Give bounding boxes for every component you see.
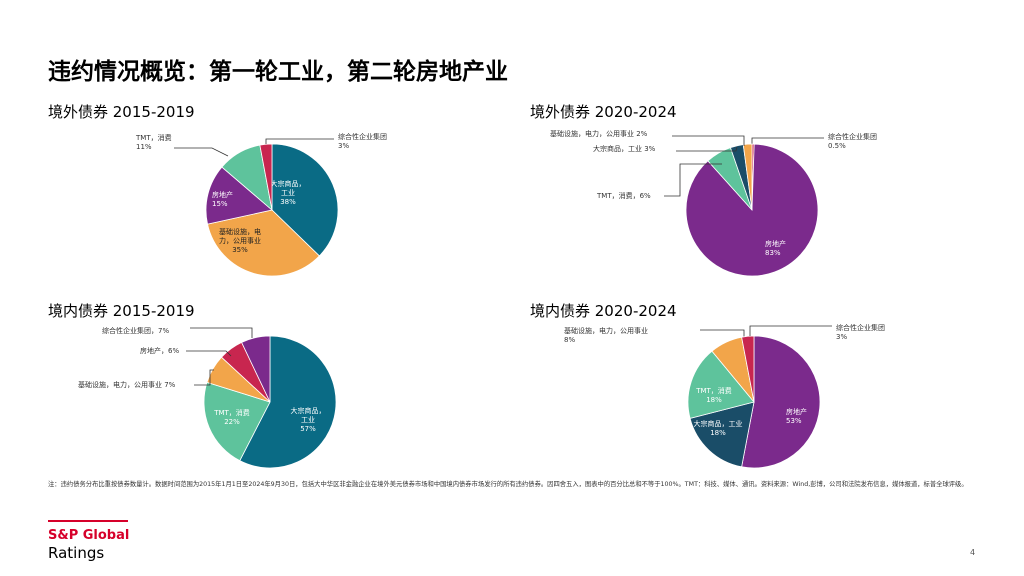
slice-label: 大宗商品，工业 38% (271, 179, 306, 206)
pie-slice (741, 335, 755, 403)
footnote: 注：违约债务分布比重按债券数量计。数据时间范围为2015年1月1日至2024年9… (48, 481, 968, 488)
slice-label: 综合性企业集团 3% (836, 323, 885, 341)
pie-onshore-2015-2019: 大宗商品，工业 57% TMT，消费 22% 基础设施，电力，公用事业 7% 房地产，6%… (78, 326, 337, 469)
slice-label: 综合性企业集团，7% (102, 326, 169, 335)
pie-slice (271, 143, 339, 257)
pie-slice (687, 350, 755, 419)
pie-slice (239, 335, 337, 469)
pie-slice (741, 335, 821, 469)
pie-onshore-2020-2024: 房地产 53% 大宗商品，工业 18% TMT，消费 18% 基础设施，电力，公用事业 8% 综… (564, 323, 885, 469)
slice-label: 大宗商品，工业 57% (291, 406, 326, 433)
logo-sub: Ratings (48, 544, 105, 562)
logo-bar (48, 520, 128, 522)
leader-line (190, 327, 253, 338)
page-title: 违约情况概览：第一轮工业，第二轮房地产业 (48, 59, 508, 85)
page-number: 4 (970, 548, 976, 557)
slice-label: TMT，消费 18% (695, 386, 732, 404)
slice-label: TMT，消费 11% (135, 133, 172, 151)
slice-label: 大宗商品，工业 18% (694, 419, 743, 437)
leader-line (174, 147, 229, 157)
leader-line (751, 137, 824, 144)
slice-label: 房地产，6% (140, 346, 179, 355)
slice-label: 综合性企业集团 0.5% (828, 132, 877, 150)
pie-overseas-2015-2019: 大宗商品，工业 38% 基础设施，电力，公用事业 35% 房地产 15% TMT，消费 11%… (135, 132, 387, 277)
slice-label: 基础设施，电力，公用事业 7% (78, 380, 176, 389)
chart-title-overseas-2020-2024: 境外债券 2020-2024 (530, 103, 677, 121)
logo-brand: S&P Global (48, 528, 130, 543)
pie-slice (241, 335, 271, 403)
leader-line (186, 350, 232, 357)
slice-label: 房地产 15% (212, 190, 233, 208)
pie-slice (689, 401, 755, 468)
sp-global-logo: S&P Global Ratings (48, 520, 129, 562)
pie-slice (742, 143, 753, 211)
leader-line (664, 163, 722, 197)
leader-line (749, 325, 832, 336)
slice-label: 综合性企业集团 3% (338, 132, 387, 150)
chart-title-onshore-2015-2019: 境内债券 2015-2019 (48, 302, 195, 320)
pie-slice (203, 381, 271, 462)
slice-label: TMT，消费，6% (596, 191, 651, 200)
leader-line (676, 146, 738, 152)
chart-title-onshore-2020-2024: 境内债券 2020-2024 (530, 302, 677, 320)
slice-label: 基础设施，电力，公用事业 35% (219, 227, 261, 254)
pie-slice (259, 143, 273, 211)
leader-line (194, 369, 214, 386)
pie-slice (205, 166, 273, 225)
slice-label: 基础设施，电力，公用事业 2% (550, 129, 648, 138)
pie-overseas-2020-2024: 综合性企业集团 0.5% 房地产 83% TMT，消费，6% 大宗商品，工业 3% 基础设施… (550, 129, 877, 277)
leader-line (265, 138, 334, 144)
leader-line (672, 135, 745, 146)
chart-title-overseas-2015-2019: 境外债券 2015-2019 (48, 103, 195, 121)
slice-label: 大宗商品，工业 3% (593, 144, 656, 153)
slice-label: 基础设施，电力，公用事业 8% (564, 326, 648, 344)
pie-slice (207, 209, 320, 277)
slice-label: 房地产 53% (786, 407, 807, 425)
slice-label: 房地产 83% (765, 239, 786, 257)
slice-label: TMT，消费 22% (213, 408, 250, 426)
